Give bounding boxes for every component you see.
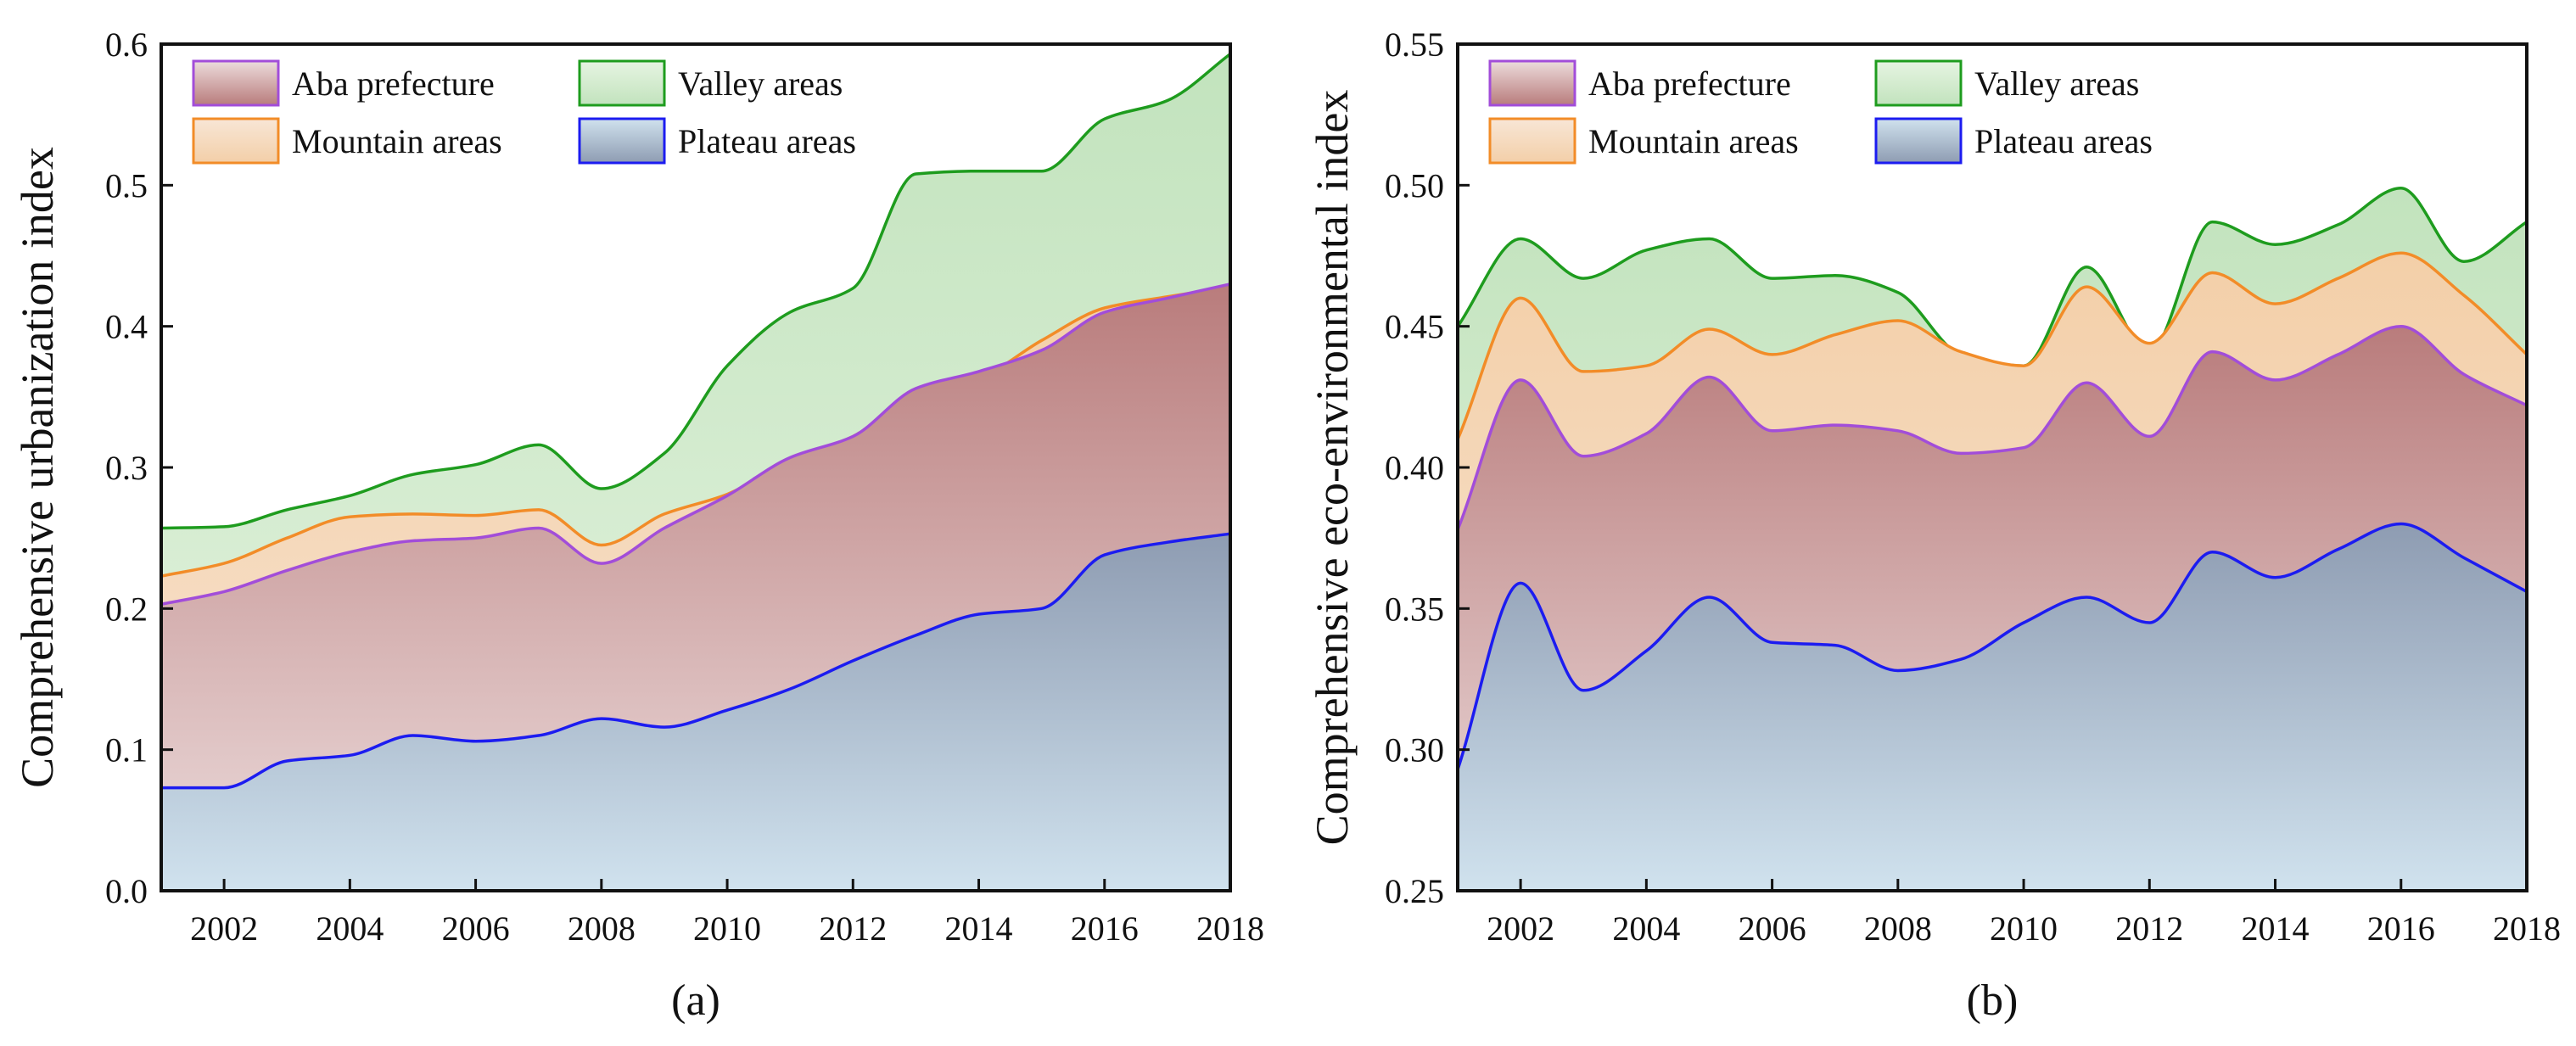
legend-label-plateau-areas-b: Plateau areas (1974, 122, 2153, 160)
x-tick-label-a: 2016 (1071, 909, 1139, 948)
x-tick-label-b: 2018 (2493, 909, 2561, 948)
x-tick-label-b: 2002 (1487, 909, 1554, 948)
y-tick-label-b: 0.55 (1385, 25, 1444, 64)
y-tick-label-b: 0.50 (1385, 166, 1444, 204)
line-aba-prefecture-b (1456, 324, 2528, 530)
y-tick-label-a: 0.2 (105, 590, 148, 628)
line-plateau-areas-a (160, 532, 1231, 790)
legend-swatch-aba-prefecture-b (1488, 59, 1576, 107)
area-plateau-areas-b (1458, 523, 2527, 891)
legend-swatch-mountain-areas-a (192, 117, 280, 165)
y-tick-label-b: 0.35 (1385, 590, 1444, 628)
x-tick-label-a: 2008 (568, 909, 636, 948)
line-mountain-areas-b (1456, 251, 2528, 440)
legend-label-aba-prefecture-b: Aba prefecture (1588, 64, 1791, 103)
line-valley-areas-a (160, 53, 1232, 530)
y-tick-label-a: 0.1 (105, 731, 148, 769)
x-tick-label-b: 2004 (1612, 909, 1680, 948)
chart-a-ticks: 0.0 0.1 0.2 0.3 0.4 0.5 0.6 2002 2004 2006 2008 201… (105, 25, 1264, 948)
chart-b: 0.25 0.30 0.35 0.40 0.45 0.50 0.55 2002 2004 2006… (1307, 25, 2561, 1025)
x-tick-label-b: 2010 (1990, 909, 2058, 948)
x-tick-label-a: 2002 (190, 909, 258, 948)
chart-a-areas (160, 53, 1232, 892)
legend-label-valley-areas-b: Valley areas (1974, 64, 2139, 103)
legend-label-mountain-areas-a: Mountain areas (292, 122, 502, 160)
y-tick-label-b: 0.40 (1385, 449, 1444, 487)
legend-label-aba-prefecture-a: Aba prefecture (292, 64, 495, 103)
x-tick-label-a: 2012 (819, 909, 887, 948)
chart-a-panel-label: (a) (671, 976, 720, 1025)
legend-label-valley-areas-a: Valley areas (678, 64, 843, 103)
legend-swatch-valley-areas-b (1874, 59, 1963, 107)
x-tick-label-b: 2006 (1739, 909, 1806, 948)
x-tick-label-b: 2014 (2242, 909, 2310, 948)
x-tick-label-a: 2006 (442, 909, 510, 948)
y-tick-label-a: 0.6 (105, 25, 148, 64)
y-tick-label-a: 0.4 (105, 308, 148, 346)
line-plateau-areas-b (1456, 522, 2528, 770)
legend-swatch-plateau-areas-b (1874, 117, 1963, 165)
x-tick-label-b: 2016 (2367, 909, 2435, 948)
chart-b-ticks: 0.25 0.30 0.35 0.40 0.45 0.50 0.55 2002 2004 2006… (1385, 25, 2561, 948)
chart-b-areas (1456, 186, 2528, 891)
x-tick-label-a: 2004 (316, 909, 384, 948)
chart-a: 0.0 0.1 0.2 0.3 0.4 0.5 0.6 2002 2004 2006 2008 201… (12, 25, 1264, 1025)
chart-b-y-axis-label: Comprehensive eco-environmental index (1307, 90, 1358, 846)
chart-a-y-axis-label: Comprehensive urbanization index (12, 147, 63, 788)
y-tick-label-a: 0.3 (105, 449, 148, 487)
chart-b-panel-label: (b) (1967, 976, 2019, 1025)
x-tick-label-b: 2008 (1864, 909, 1932, 948)
legend-label-plateau-areas-a: Plateau areas (678, 122, 856, 160)
y-tick-label-a: 0.0 (105, 872, 148, 910)
legend-swatch-mountain-areas-b (1488, 117, 1576, 165)
y-tick-label-b: 0.30 (1385, 731, 1444, 769)
legend-label-mountain-areas-b: Mountain areas (1588, 122, 1799, 160)
x-tick-label-a: 2014 (945, 909, 1013, 948)
legend-swatch-plateau-areas-a (578, 117, 666, 165)
area-plateau-areas-a (161, 534, 1230, 891)
chart-a-legend: Aba prefecture Mountain areas Valley areas… (192, 59, 856, 165)
y-tick-label-a: 0.5 (105, 166, 148, 204)
legend-swatch-aba-prefecture-a (192, 59, 280, 107)
chart-b-legend: Aba prefecture Mountain areas Valley areas… (1488, 59, 2153, 165)
line-aba-prefecture-a (160, 282, 1231, 607)
y-tick-label-b: 0.45 (1385, 308, 1444, 346)
x-tick-label-a: 2010 (693, 909, 761, 948)
legend-swatch-valley-areas-a (578, 59, 666, 107)
line-mountain-areas-a (160, 285, 1231, 578)
x-tick-label-a: 2018 (1196, 909, 1264, 948)
x-tick-label-b: 2012 (2115, 909, 2183, 948)
y-tick-label-b: 0.25 (1385, 872, 1444, 910)
